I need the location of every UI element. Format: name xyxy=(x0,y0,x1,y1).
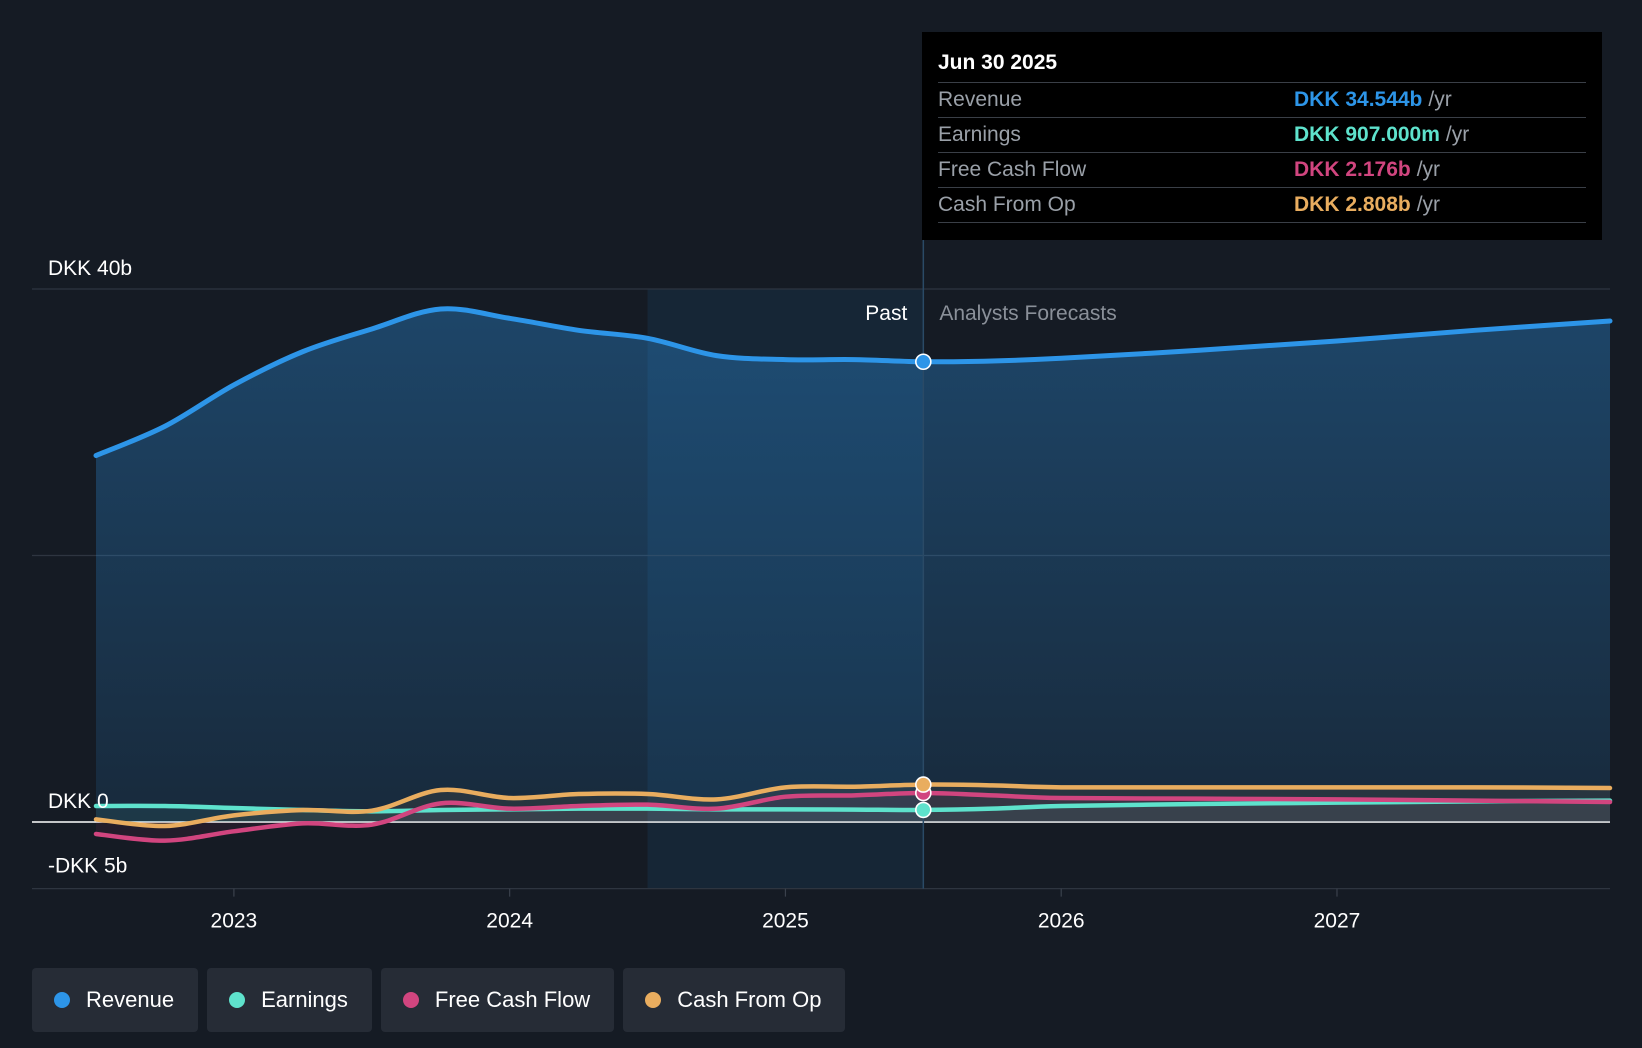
y-axis-label: -DKK 5b xyxy=(48,855,127,878)
tooltip: Jun 30 2025 Revenue DKK 34.544b /yr Earn… xyxy=(922,32,1602,240)
tooltip-value: DKK 2.808b xyxy=(1294,193,1411,216)
tooltip-label: Cash From Op xyxy=(938,193,1076,216)
legend-item-earnings[interactable]: Earnings xyxy=(207,968,372,1032)
tooltip-row-earnings: Earnings DKK 907.000m /yr xyxy=(938,117,1586,152)
legend-label: Free Cash Flow xyxy=(434,987,591,1012)
tooltip-unit: /yr xyxy=(1416,193,1441,216)
legend: Revenue Earnings Free Cash Flow Cash Fro… xyxy=(32,968,846,1032)
revenue-line xyxy=(93,306,1613,459)
earnings-marker xyxy=(915,801,932,819)
tooltip-row-free-cash-flow: Free Cash Flow DKK 2.176b /yr xyxy=(938,152,1586,187)
cash-from-op-line xyxy=(93,782,1613,829)
tooltip-unit: /yr xyxy=(1416,158,1441,181)
free-cash-flow-line xyxy=(93,790,1613,843)
legend-label: Revenue xyxy=(86,987,175,1012)
x-axis-label: 2027 xyxy=(1314,910,1361,933)
tooltip-label: Earnings xyxy=(938,123,1021,146)
legend-dot-icon xyxy=(54,992,70,1008)
legend-label: Cash From Op xyxy=(677,987,822,1012)
tooltip-unit: /yr xyxy=(1428,88,1452,111)
legend-dot-icon xyxy=(229,992,246,1008)
tooltip-row-cash-from-op: Cash From Op DKK 2.808b /yr xyxy=(938,187,1586,223)
forecast-label: Analysts Forecasts xyxy=(939,302,1116,325)
legend-dot-icon xyxy=(402,992,419,1008)
tooltip-value: DKK 2.176b xyxy=(1294,158,1411,181)
legend-dot-icon xyxy=(645,992,662,1008)
x-axis-label: 2025 xyxy=(762,910,809,933)
tooltip-value: DKK 34.544b xyxy=(1294,88,1423,111)
tooltip-label: Revenue xyxy=(938,88,1023,111)
tooltip-label: Free Cash Flow xyxy=(938,158,1087,181)
x-axis-label: 2023 xyxy=(211,910,258,933)
revenue-marker xyxy=(915,353,932,371)
legend-item-revenue[interactable]: Revenue xyxy=(32,968,199,1032)
legend-item-free-cash-flow[interactable]: Free Cash Flow xyxy=(380,968,615,1032)
cash-from-op-marker xyxy=(915,776,932,793)
y-axis-label: DKK 40b xyxy=(48,257,132,280)
legend-label: Earnings xyxy=(261,987,348,1012)
x-axis-label: 2024 xyxy=(486,910,533,933)
revenue-area xyxy=(96,308,1610,822)
tooltip-row-revenue: Revenue DKK 34.544b /yr xyxy=(938,82,1586,117)
tooltip-value: DKK 907.000m xyxy=(1294,123,1440,146)
past-label: Past xyxy=(865,302,907,325)
y-axis-label: DKK 0 xyxy=(48,790,109,813)
tooltip-date: Jun 30 2025 xyxy=(938,51,1058,74)
legend-item-cash-from-op[interactable]: Cash From Op xyxy=(623,968,846,1032)
x-axis-label: 2026 xyxy=(1038,910,1085,933)
tooltip-unit: /yr xyxy=(1445,123,1470,146)
